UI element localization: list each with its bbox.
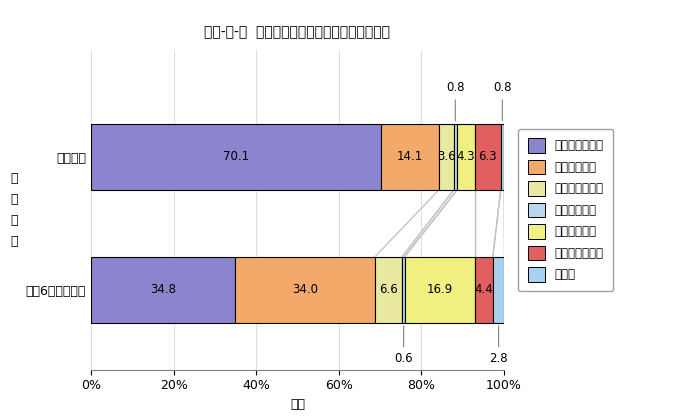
Text: 0.8: 0.8 [493, 81, 512, 121]
Text: 2.8: 2.8 [489, 326, 508, 365]
Bar [91, 257, 234, 323]
Text: 0.6: 0.6 [394, 326, 413, 365]
Text: 4.4: 4.4 [475, 284, 493, 296]
Text: 3.6: 3.6 [437, 150, 456, 163]
Bar [381, 123, 439, 190]
Text: 14.1: 14.1 [396, 150, 423, 163]
Bar [457, 123, 475, 190]
Text: 返
還
種
別: 返 還 種 別 [10, 172, 18, 248]
Bar [439, 123, 454, 190]
Text: 4.3: 4.3 [456, 150, 475, 163]
Title: 図２-２-４  本人の職業と学種との関係（大学）: 図２-２-４ 本人の職業と学種との関係（大学） [204, 26, 391, 39]
Text: 0.8: 0.8 [446, 81, 465, 121]
Text: 34.0: 34.0 [292, 284, 318, 296]
X-axis label: 割合: 割合 [290, 398, 305, 411]
Bar [402, 257, 405, 323]
Text: 6.3: 6.3 [478, 150, 497, 163]
Bar [475, 257, 493, 323]
Bar [475, 123, 500, 190]
Bar [91, 123, 381, 190]
Bar [454, 123, 457, 190]
Bar [493, 257, 505, 323]
Text: 6.6: 6.6 [379, 284, 398, 296]
Bar [405, 257, 475, 323]
Bar [500, 123, 504, 190]
Legend: 正社員・正職員, アルバイト等, 自営業・経営者, 学生（留学）, 無職・休職中, 専業主婦（夫）, その他: 正社員・正職員, アルバイト等, 自営業・経営者, 学生（留学）, 無職・休職中… [518, 129, 613, 291]
Bar [375, 257, 402, 323]
Bar [234, 257, 375, 323]
Text: 34.8: 34.8 [150, 284, 176, 296]
Text: 16.9: 16.9 [427, 284, 453, 296]
Text: 70.1: 70.1 [223, 150, 248, 163]
